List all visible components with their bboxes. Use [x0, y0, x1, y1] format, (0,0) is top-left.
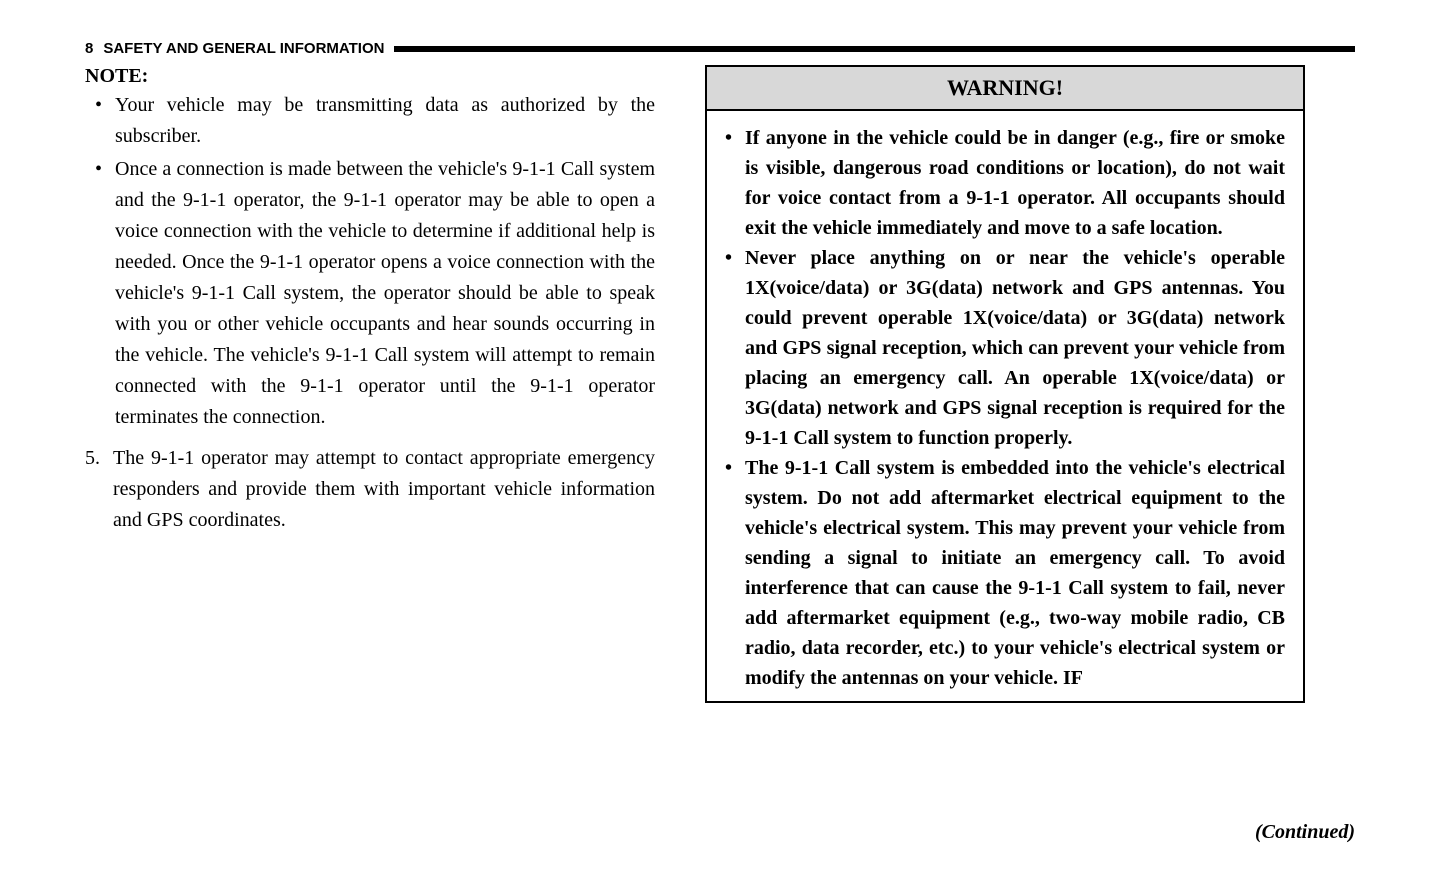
note-label: NOTE:: [85, 65, 655, 88]
note-bullet-item: Your vehicle may be transmitting data as…: [115, 90, 655, 152]
numbered-item-text: The 9-1-1 operator may attempt to contac…: [113, 443, 655, 536]
numbered-item-number: 5.: [85, 443, 113, 536]
left-column: NOTE: Your vehicle may be transmitting d…: [85, 65, 655, 703]
section-title: SAFETY AND GENERAL INFORMATION: [103, 40, 384, 57]
warning-header: WARNING!: [707, 67, 1303, 111]
note-bullet-list: Your vehicle may be transmitting data as…: [85, 90, 655, 433]
warning-bullet-item: Never place anything on or near the vehi…: [725, 243, 1285, 453]
warning-content: If anyone in the vehicle could be in dan…: [707, 111, 1303, 701]
warning-bullet-item: If anyone in the vehicle could be in dan…: [725, 123, 1285, 243]
warning-bullet-item: The 9-1-1 Call system is embedded into t…: [725, 453, 1285, 693]
content-area: NOTE: Your vehicle may be transmitting d…: [85, 65, 1355, 703]
warning-box: WARNING! If anyone in the vehicle could …: [705, 65, 1305, 703]
numbered-item: 5. The 9-1-1 operator may attempt to con…: [85, 443, 655, 536]
right-column: WARNING! If anyone in the vehicle could …: [705, 65, 1305, 703]
page-number: 8: [85, 40, 93, 57]
header-rule: [394, 46, 1355, 52]
continued-label: (Continued): [1255, 821, 1355, 844]
note-bullet-item: Once a connection is made between the ve…: [115, 154, 655, 433]
warning-bullet-list: If anyone in the vehicle could be in dan…: [725, 123, 1285, 693]
page-header: 8 SAFETY AND GENERAL INFORMATION: [85, 40, 1355, 57]
